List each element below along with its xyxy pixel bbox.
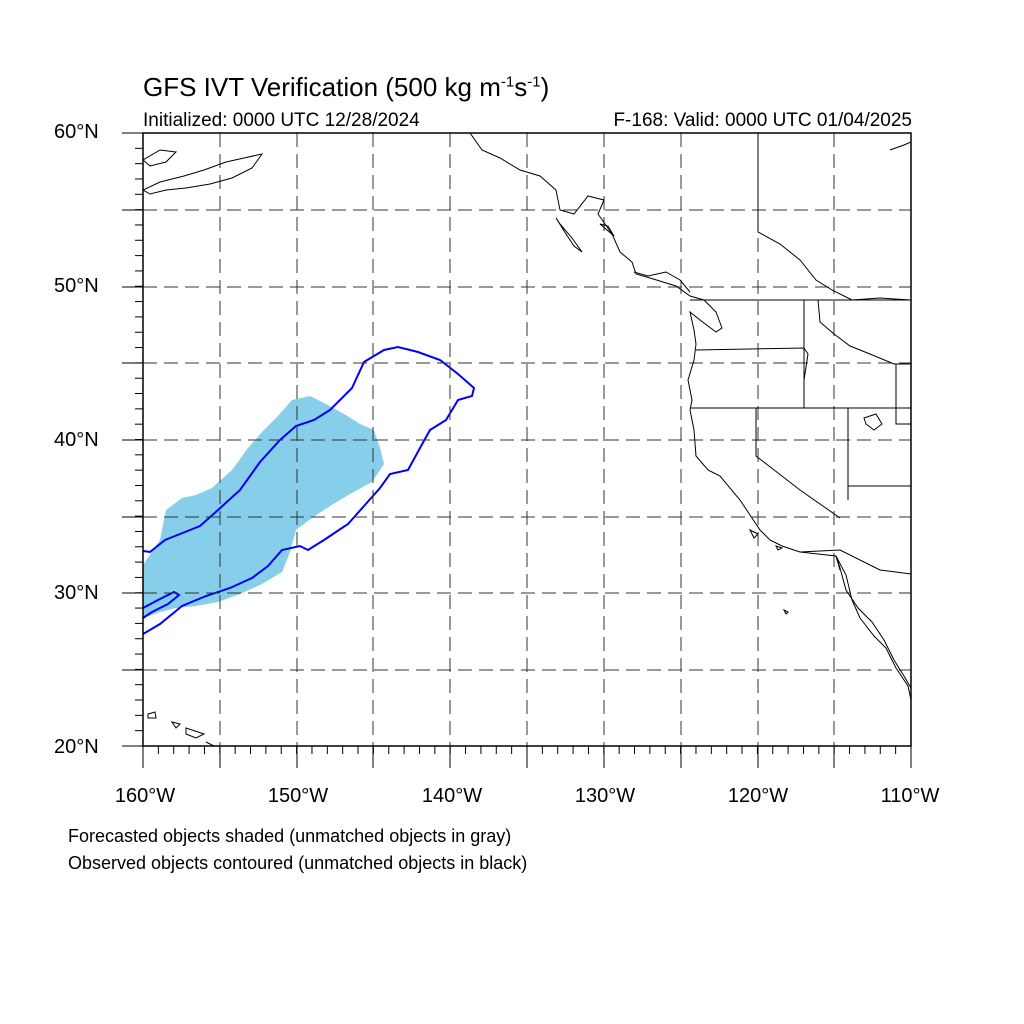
lon-label-150w: 150°W: [267, 785, 329, 807]
lat-label-20: 20°N: [54, 736, 99, 758]
lon-label-160w: 160°W: [114, 785, 176, 807]
minor-ticks: [135, 132, 912, 754]
lat-label-60: 60°N: [54, 121, 99, 143]
initialized-label: Initialized: 0000 UTC 12/28/2024: [143, 110, 420, 131]
forecast-ivt-object: [143, 396, 384, 618]
lon-label-110w: 110°W: [880, 785, 940, 807]
lat-label-40: 40°N: [54, 429, 99, 451]
axis-ticks-bottom: [142, 746, 912, 768]
legend-observed-note: Observed objects contoured (unmatched ob…: [68, 853, 528, 873]
political-borders: [690, 133, 911, 575]
graticule: [143, 133, 911, 746]
coastlines: [143, 133, 911, 746]
valid-time-label: F-168: Valid: 0000 UTC 01/04/2025: [613, 110, 912, 131]
legend-forecast-note: Forecasted objects shaded (unmatched obj…: [68, 826, 512, 846]
lon-label-140w: 140°W: [421, 785, 483, 807]
chart-title: GFS IVT Verification (500 kg m-1s-1): [143, 72, 550, 102]
lon-label-120w: 120°W: [727, 785, 789, 807]
observed-ivt-contour-small: [143, 590, 181, 619]
lat-label-50: 50°N: [54, 275, 99, 297]
lat-label-30: 30°N: [54, 582, 99, 604]
lon-label-130w: 130°W: [574, 785, 636, 807]
observed-ivt-contour-main: [143, 345, 476, 635]
